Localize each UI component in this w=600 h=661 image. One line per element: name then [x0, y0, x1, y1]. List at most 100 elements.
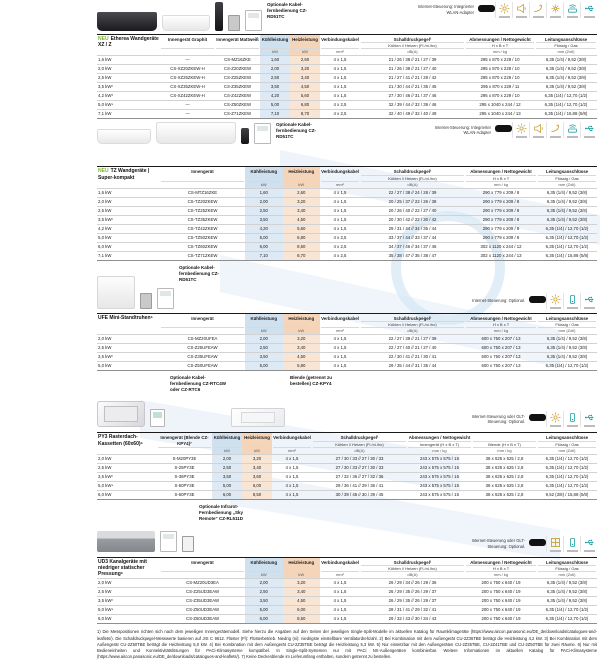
table-row: 5,0 kW⁴ S-50PY3E 5,00 6,00 4 x 1,5 29 / 36 / … — [97, 480, 597, 490]
spec-cell: 7,10 — [260, 110, 290, 119]
column-header-text: Innengerät (H x B x T) — [408, 440, 471, 447]
spec-cell: 2,60 — [282, 188, 320, 197]
spec-cell: 4 x 1,5 — [285, 473, 299, 479]
column-header-text: kW — [246, 327, 282, 334]
cable-remote-image — [254, 123, 271, 145]
table-row: 4,2 kW CS-TZ42ZKEW 4,20 5,60 4 x 1,5 29 / 31 … — [97, 223, 597, 233]
spec-cell: 6,00 — [245, 242, 283, 251]
spec-cell: 4 x 1,5 — [333, 198, 347, 204]
table-row: 2,0 kW CS-XZ20ZKEW-H CS-Z20ZKEW 2,00 3,20 4 x… — [97, 64, 597, 74]
capacity-cell: 3,5 kW² — [98, 216, 113, 222]
column-header-text: mm² — [321, 180, 359, 188]
capacity-cell: 2,5 kW — [98, 589, 112, 595]
column-header-text: mm (Zoll) — [538, 180, 596, 188]
spec-cell: 6,00 — [282, 606, 320, 615]
cassette-unit-image — [97, 401, 145, 428]
remote-note: Optionale Kabel­fernbedienung CZ-RD51TC — [179, 264, 219, 282]
table-row: 5,0 kW⁴ — CS-Z50ZKEW 5,00 6,80 4 x 2,5 32 / 39… — [97, 100, 597, 110]
spec-cell: 4 x 1,5 — [333, 66, 347, 72]
spec-cell: 1,60 — [245, 188, 283, 197]
column-header-text: Abmessungen / Nettogewicht — [470, 315, 532, 321]
capacity-cell: 5,0 kW — [98, 363, 112, 369]
column-header: Leitungsanschlüsse Flüssig / Gas mm (Zoll) — [537, 433, 597, 453]
column-header-text: H x B x T — [466, 565, 536, 571]
spec-cell: 2,50 — [260, 74, 290, 83]
model-cell: CS-TZ60ZKEW — [187, 243, 218, 249]
nanoe-x-icon — [512, 122, 529, 139]
section-title-cell: UD3 Kanalgeräte mit niedriger statischer… — [97, 558, 160, 578]
capacity-cell: 3,5 kW² — [98, 473, 113, 479]
spec-cell: 4 x 1,5 — [333, 580, 347, 586]
model-cell: CS-TZ20ZKEW — [187, 198, 218, 204]
column-header-text: Abmessungen / Nettogewicht — [470, 559, 532, 565]
column-header: Verbindungs­kabel mm² — [272, 433, 312, 453]
optional-wlan-icon — [563, 411, 580, 428]
spec-cell: CS-Z71ZKEW — [223, 111, 252, 117]
spec-cell: 295 x 870 x 229 / 10 — [480, 66, 520, 72]
spec-cell: 4 x 1,5 — [333, 189, 347, 195]
capacity-cell: 2,5 kW — [98, 464, 112, 470]
spec-cell: 2,00 — [260, 65, 290, 74]
spec-cell: 4 x 1,5 — [333, 616, 347, 622]
background-wave-watermark — [140, 150, 600, 560]
model-cell: CS-XZ25ZKEW-H — [170, 75, 205, 81]
model-cell: CS-Z25UFEAW — [187, 345, 218, 351]
capacity-cell: 2,5 kW — [98, 207, 112, 213]
spec-cell: 26 / 29 / 35 // 26 / 29 / 37 — [388, 589, 437, 595]
spec-cell: 6,35 (1/4) / 9,52 (3/8) — [546, 354, 588, 360]
spec-cell: 243 x 575 x 575 / 15 — [420, 482, 459, 488]
capacity-cell: 6,0 kW — [98, 491, 112, 497]
column-header-text: Abmessungen / Nettogewicht — [470, 169, 532, 175]
table-row: 2,0 kW CS-TZ20ZKEW 2,00 3,20 4 x 1,5 20 / 25 … — [97, 196, 597, 206]
spec-cell: 290 x 779 x 209 / 8 — [482, 207, 520, 213]
spec-cell: 4 x 1,5 — [285, 464, 299, 470]
spec-cell: 4,50 — [282, 597, 320, 606]
spec-cell: 4 x 1,5 — [333, 363, 347, 369]
spec-cell: 290 x 779 x 209 / 8 — [482, 225, 520, 231]
spec-cell: 21 / 27 / 41 // 21 / 29 / 42 — [388, 75, 437, 81]
column-header-text: Innengerät — [191, 559, 214, 565]
spec-cell: 243 x 575 x 575 / 15 — [420, 473, 459, 479]
column-header-text: kW — [246, 180, 282, 188]
spec-cell: 2,00 — [212, 454, 242, 463]
spec-cell: 200 x 750 x 640 / 19 — [481, 598, 521, 604]
etherea-product-strip: Optionale Kabel­fernbedienung CZ-RD51TC … — [97, 2, 597, 32]
nanoe-x-icon — [546, 292, 563, 309]
column-header-text: Verbindungs­kabel — [321, 315, 359, 321]
column-header-text: Abmessungen / Nettogewicht — [408, 435, 471, 441]
spec-cell: 4,50 — [282, 353, 320, 362]
column-header: Leitungsanschlüsse Flüssig / Gas mm (Zoll) — [535, 35, 597, 55]
column-header-text: Kühl­leistung — [213, 435, 241, 441]
floor-console-image — [97, 275, 135, 309]
capacity-cell: 3,5 kW² — [98, 354, 113, 360]
column-header: Innengerät — [160, 167, 245, 187]
column-header-text: mm (Zoll) — [538, 327, 596, 334]
spec-cell: 4 x 2,5 — [333, 234, 347, 240]
spec-cell: CS-Z35ZKEW — [223, 84, 252, 90]
spec-cell: 6,35 (1/4) / 12,70 (1/2) — [545, 464, 589, 470]
column-header-text: Heizleistung — [288, 315, 315, 321]
section-title-cell: NEU TZ Wandgeräte | Super-kompakt — [97, 167, 160, 187]
feature-icon-strip — [529, 411, 597, 428]
spec-cell: 4 x 1,5 — [333, 598, 347, 604]
column-header-text: Innengerät (Blende CZ-KPY4)⁷ — [160, 435, 209, 446]
column-header-text: Leitungsanschlüsse — [545, 315, 589, 321]
spec-cell: 4 x 1,5 — [333, 225, 347, 231]
column-header: Innengerät (Blende CZ-KPY4)⁷ — [157, 433, 212, 453]
capacity-cell: 4,2 kW — [98, 225, 112, 231]
spec-cell: 4 x 1,5 — [285, 491, 299, 497]
column-header-text: mm² — [321, 48, 359, 55]
spec-cell: 6,35 (1/4) / 9,52 (3/8) — [545, 57, 587, 63]
spec-cell: 6,35 (1/4) / 12,70 (1/2) — [545, 363, 589, 369]
capacity-cell: 7,1 kW — [98, 111, 112, 117]
spec-cell: 6,35 (1/4) / 9,52 (3/8) — [545, 66, 587, 72]
column-header-text: mm / kg — [466, 327, 536, 334]
comfort-cloud-app-badge — [529, 295, 546, 303]
wlan-adapter-icon — [563, 122, 580, 139]
spec-cell: 6,35 (1/4) / 12,70 (1/2) — [545, 234, 589, 240]
column-header-text: Kühlleistung — [250, 169, 278, 175]
model-cell: — — [185, 111, 190, 117]
model-cell: CS-TZ42ZKEW — [187, 225, 218, 231]
column-header: Innengerät — [160, 558, 245, 578]
model-cell: CS-XZ35ZKEW-H — [170, 84, 205, 90]
